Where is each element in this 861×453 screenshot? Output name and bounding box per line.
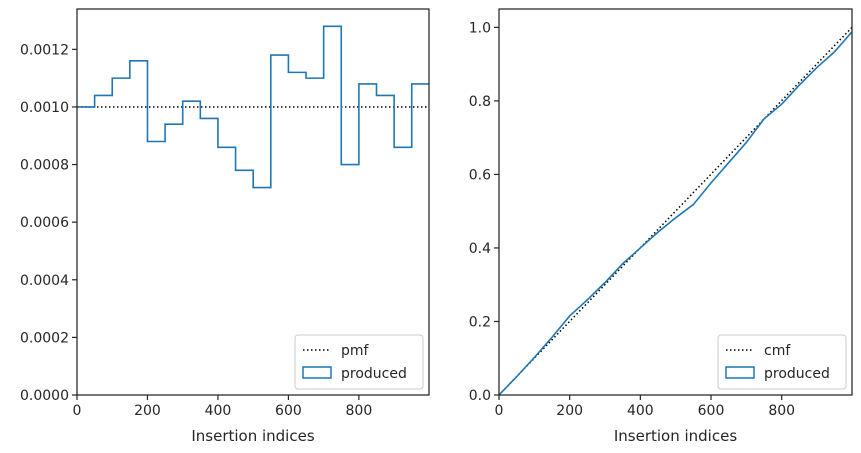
right-x-tick-label: 800 — [768, 403, 795, 419]
right-y-tick-label: 0.4 — [469, 241, 491, 257]
left-y-tick-label: 0.0000 — [20, 388, 69, 404]
right-x-tick-label: 0 — [495, 403, 504, 419]
left-x-tick-label: 0 — [73, 403, 82, 419]
left-legend-produced-label: produced — [341, 366, 407, 382]
left-x-tick-label: 600 — [275, 403, 302, 419]
left-y-tick-label: 0.0004 — [20, 273, 69, 289]
right-series-cmf-line — [499, 26, 852, 395]
left-legend-box — [294, 334, 424, 390]
right-x-tick-label: 200 — [556, 403, 583, 419]
left-legend: pmf produced — [294, 334, 424, 390]
left-x-tick-label: 200 — [134, 403, 161, 419]
left-y-tick-label: 0.0012 — [20, 42, 69, 58]
left-y-tick-label: 0.0002 — [20, 330, 69, 346]
right-legend: cmf produced — [717, 334, 847, 390]
right-x-tick-label: 400 — [627, 403, 654, 419]
left-x-tick-label: 800 — [346, 403, 373, 419]
left-y-tick-label: 0.0008 — [20, 158, 69, 174]
left-series-produced-line — [77, 25, 429, 189]
left-axes-frame — [76, 8, 430, 396]
left-legend-pmf-label: pmf — [341, 343, 370, 359]
left-y-tick-label: 0.0010 — [20, 100, 69, 116]
right-y-tick-label: 0.8 — [469, 94, 491, 110]
left-y-tick-label: 0.0006 — [20, 215, 69, 231]
right-plot-area — [499, 26, 852, 395]
left-x-axis-label: Insertion indices — [191, 427, 314, 445]
right-chart-cmf: 0 200 400 600 800 0.0 0.2 0.4 0.6 0.8 1.0 Insertion… — [469, 8, 853, 445]
left-plot-area — [77, 25, 429, 189]
right-legend-produced-swatch — [725, 366, 755, 379]
left-chart-pmf-histogram: 0 200 400 600 800 0.0000 0.0002 0.0004 0.0006 0.0… — [20, 8, 430, 445]
left-legend-produced-swatch — [302, 366, 332, 379]
left-x-tick-label: 400 — [205, 403, 232, 419]
right-y-tick-label: 0.0 — [469, 388, 491, 404]
right-axes-frame — [498, 8, 853, 396]
right-legend-produced-label: produced — [764, 366, 830, 382]
right-x-tick-label: 600 — [698, 403, 725, 419]
right-series-produced-line — [499, 31, 852, 395]
right-legend-cmf-label: cmf — [764, 343, 791, 359]
right-y-tick-label: 0.2 — [469, 314, 491, 330]
right-y-tick-label: 1.0 — [469, 20, 491, 36]
right-y-tick-label: 0.6 — [469, 167, 491, 183]
right-legend-box — [717, 334, 847, 390]
right-x-axis-label: Insertion indices — [614, 427, 737, 445]
